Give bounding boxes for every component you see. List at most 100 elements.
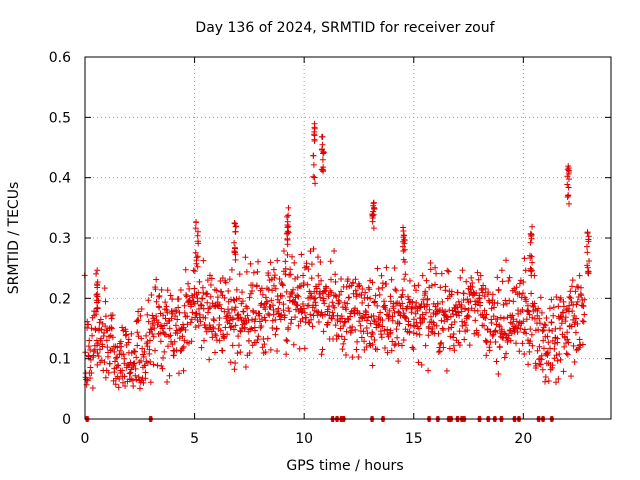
data-point: [164, 379, 171, 386]
data-point: [140, 379, 147, 386]
data-point: [282, 258, 289, 265]
data-point: [267, 346, 274, 353]
data-point: [336, 298, 343, 305]
y-axis-label: SRMTID / TECUs: [6, 182, 22, 295]
data-point: [439, 298, 446, 305]
data-point: [339, 346, 346, 353]
data-point: [204, 309, 211, 316]
data-point: [353, 346, 360, 353]
data-point: [180, 367, 187, 374]
data-point: [258, 285, 265, 292]
data-point: [282, 271, 289, 278]
data-point-burst: [370, 199, 377, 206]
data-point: [503, 257, 510, 264]
data-point: [531, 300, 538, 307]
data-point: [264, 335, 271, 342]
data-point: [149, 312, 156, 319]
data-point: [197, 301, 204, 308]
data-point: [564, 336, 571, 343]
data-point: [148, 292, 155, 299]
data-point: [102, 374, 109, 381]
data-point-burst: [564, 193, 571, 200]
data-point: [419, 319, 426, 326]
data-point: [489, 332, 496, 339]
data-point-burst: [586, 258, 593, 265]
data-point: [97, 316, 104, 323]
data-point: [132, 372, 139, 379]
data-point: [325, 319, 332, 326]
data-point: [462, 322, 469, 329]
data-point: [445, 268, 452, 275]
data-point: [127, 369, 134, 376]
data-point: [133, 354, 140, 361]
data-point: [242, 254, 249, 261]
data-point-burst: [564, 173, 571, 180]
data-point: [502, 331, 509, 338]
data-point: [216, 301, 223, 308]
data-point: [108, 325, 115, 332]
data-point-burst: [93, 291, 100, 298]
data-point: [208, 275, 215, 282]
data-point: [428, 282, 435, 289]
data-point: [432, 264, 439, 271]
data-point: [556, 350, 563, 357]
data-point: [312, 302, 319, 309]
data-point-burst: [584, 249, 591, 256]
data-point: [363, 344, 370, 351]
data-point: [409, 304, 416, 311]
data-point: [372, 292, 379, 299]
data-point: [122, 332, 129, 339]
data-point: [111, 369, 118, 376]
axis-ticks: 0 0.1 0.2 0.3 0.4 0.5 0.6 0 5 10 15 20: [49, 50, 611, 447]
data-point: [406, 328, 413, 335]
data-point: [228, 306, 235, 313]
data-point: [524, 302, 531, 309]
data-point-burst: [311, 125, 318, 132]
data-point: [212, 349, 219, 356]
data-point: [146, 337, 153, 344]
data-point: [121, 373, 128, 380]
data-point: [173, 308, 180, 315]
data-point: [384, 349, 391, 356]
data-point: [386, 307, 393, 314]
data-point: [478, 286, 485, 293]
data-point: [482, 315, 489, 322]
data-point: [548, 319, 555, 326]
data-point: [439, 307, 446, 314]
data-point: [175, 370, 182, 377]
data-point: [200, 289, 207, 296]
data-point: [85, 352, 92, 359]
data-point: [421, 315, 428, 322]
data-point: [439, 325, 446, 332]
data-point: [338, 288, 345, 295]
data-point: [215, 303, 222, 310]
data-point: [250, 308, 257, 315]
data-point: [307, 290, 314, 297]
data-point: [121, 355, 128, 362]
data-point-burst: [528, 235, 535, 242]
data-point: [540, 327, 547, 334]
data-point-burst: [565, 168, 572, 175]
data-point: [239, 298, 246, 305]
data-point: [554, 339, 561, 346]
data-point: [265, 272, 272, 279]
data-point: [436, 348, 443, 355]
data-point: [96, 327, 103, 334]
x-tick-label: 20: [514, 431, 532, 447]
data-point: [230, 326, 237, 333]
data-point: [96, 319, 103, 326]
data-point-burst: [193, 219, 200, 226]
data-point: [123, 331, 130, 338]
data-point: [291, 259, 298, 266]
data-point: [145, 297, 152, 304]
data-point: [237, 349, 244, 356]
data-point: [120, 379, 127, 386]
data-point: [492, 338, 499, 345]
data-point: [494, 315, 501, 322]
data-point: [280, 247, 287, 254]
data-point: [499, 278, 506, 285]
data-point: [269, 317, 276, 324]
data-point: [484, 326, 491, 333]
data-point: [308, 275, 315, 282]
data-point: [280, 301, 287, 308]
